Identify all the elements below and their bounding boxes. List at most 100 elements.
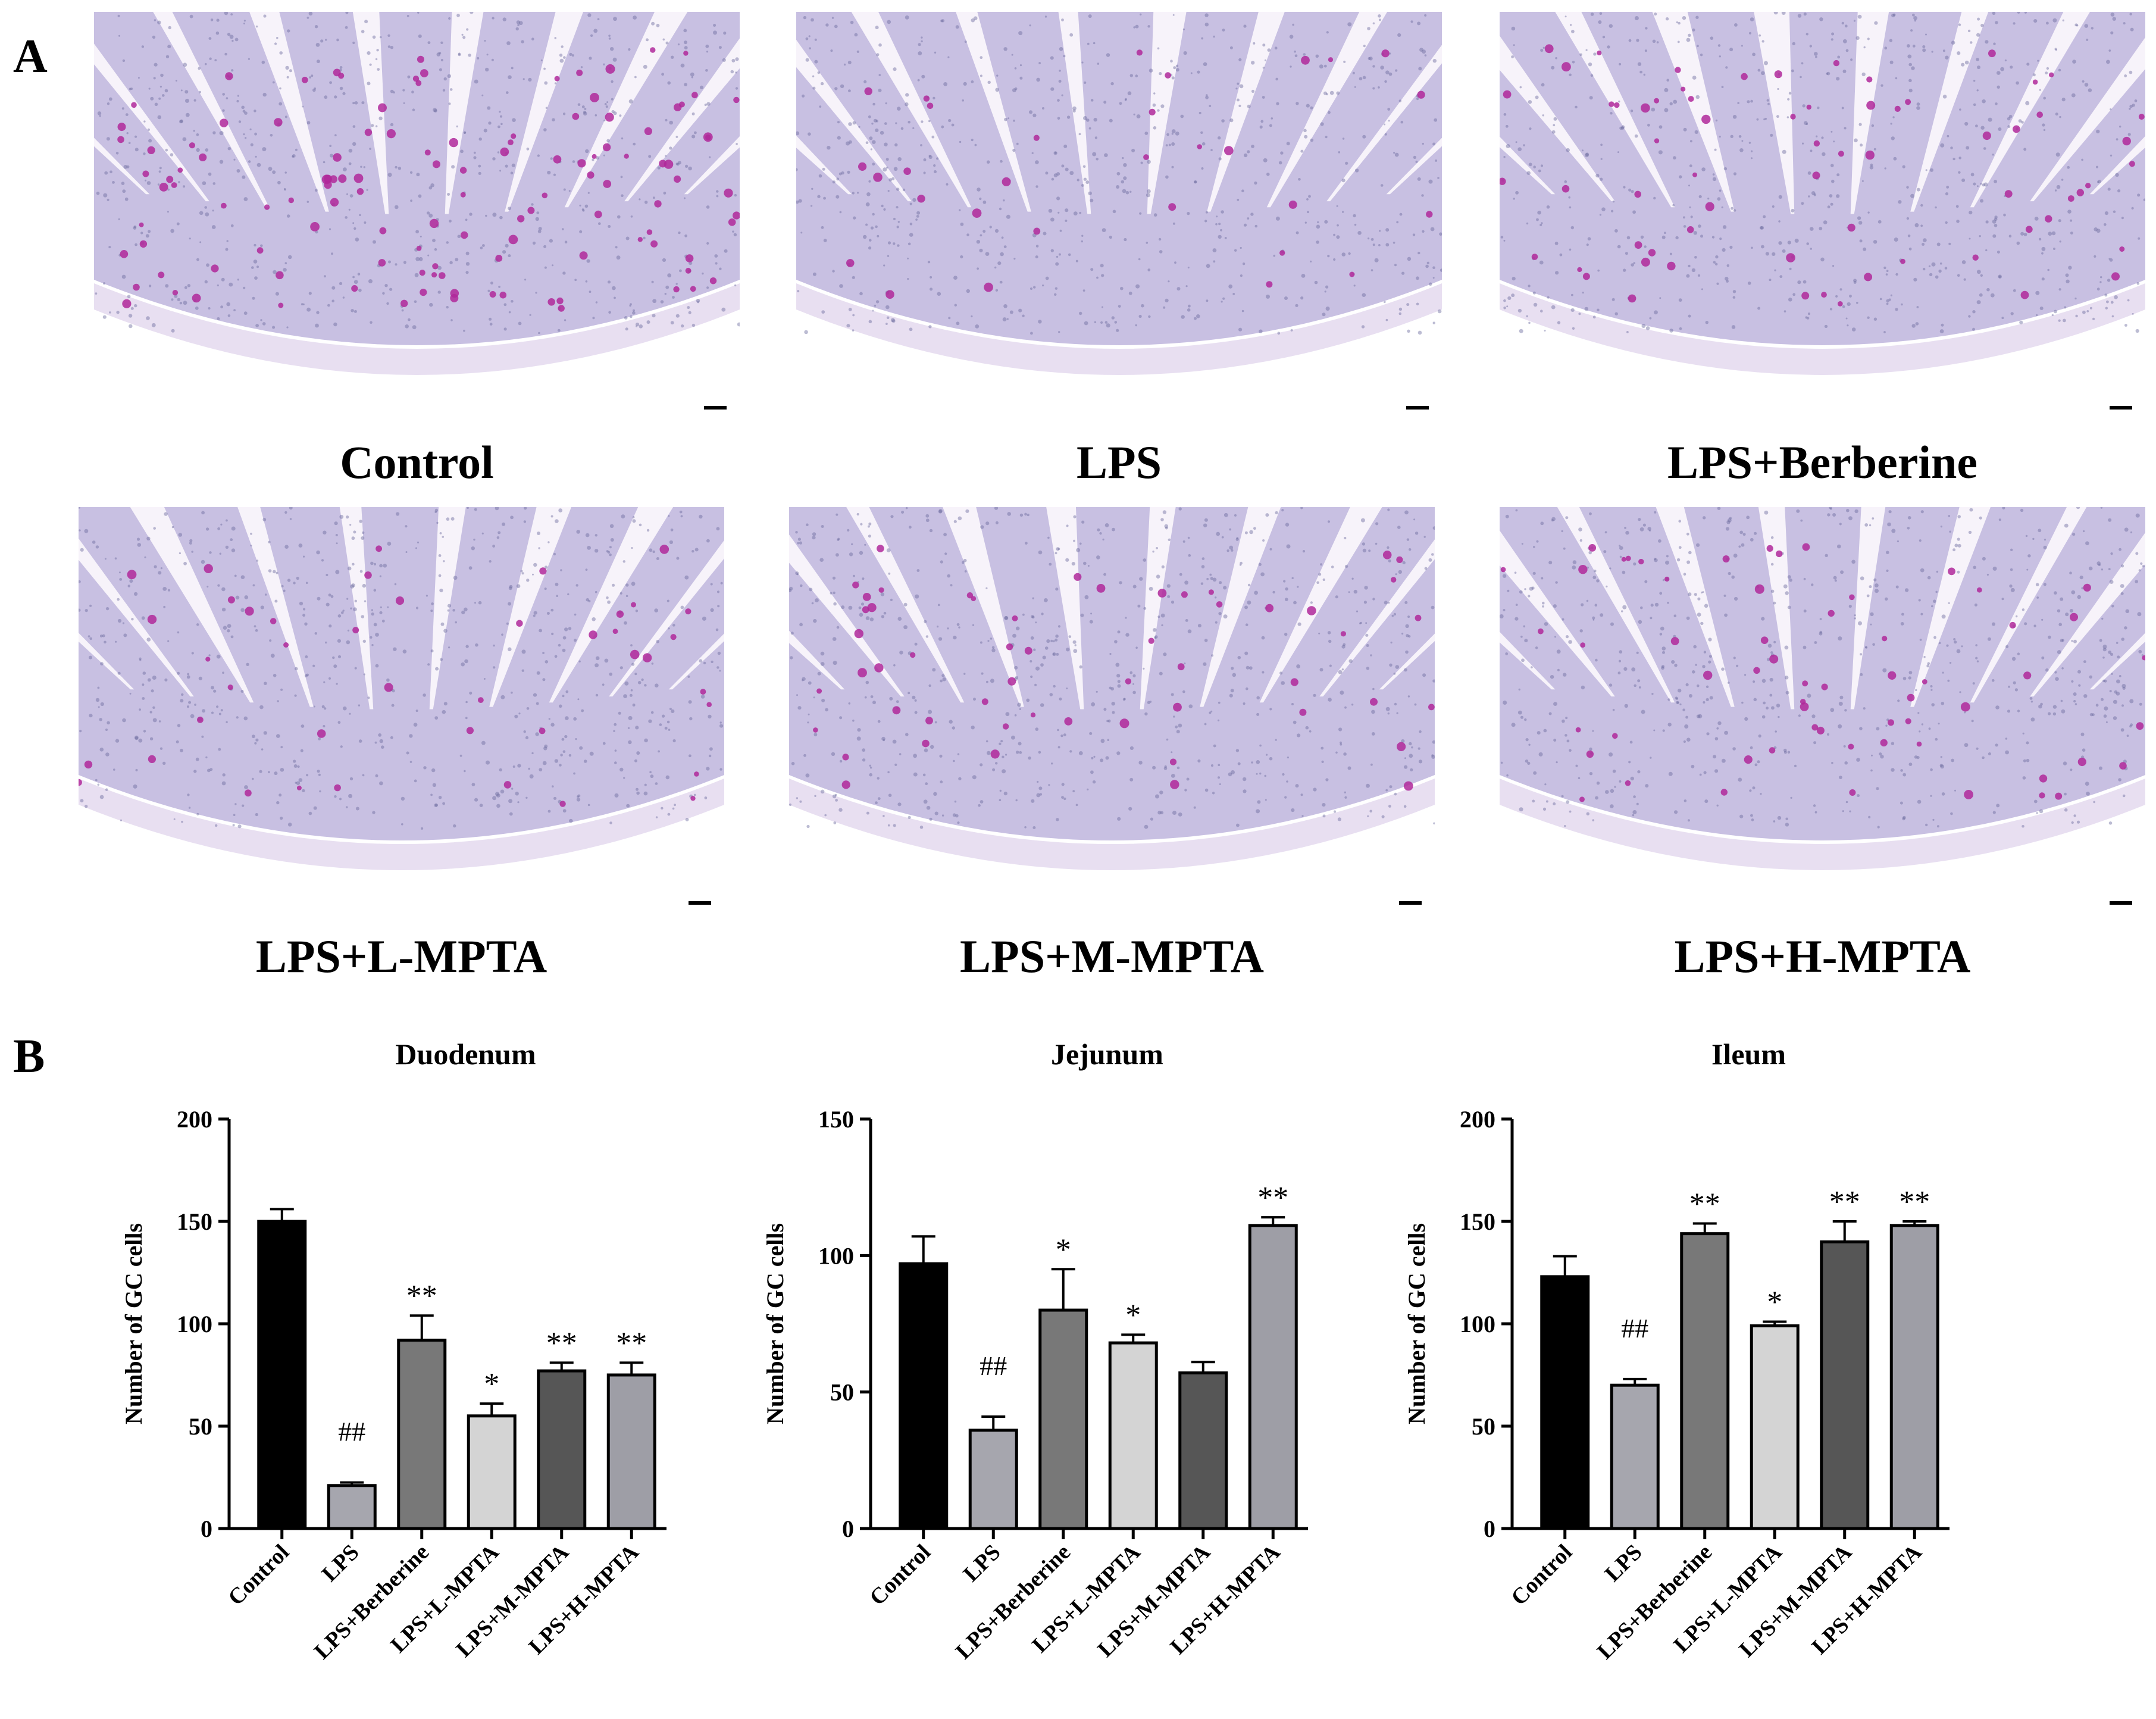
- goblet-cell: [874, 663, 884, 673]
- villus-gap: [943, 507, 1024, 707]
- goblet-cell: [1813, 140, 1820, 147]
- y-axis-label: Number of GC cells: [1403, 1223, 1430, 1424]
- villus-gap: [1970, 12, 2090, 208]
- villus-gap: [1500, 36, 1615, 202]
- bar-lps-m-mpta: [1820, 1240, 1870, 1530]
- bar-lps-l-mpta: [1108, 1341, 1158, 1530]
- goblet-cell: [1290, 678, 1298, 686]
- villus-gap: [796, 39, 912, 202]
- tissue-section: [79, 507, 724, 840]
- goblet-cell: [1821, 292, 1827, 298]
- goblet-cell: [338, 174, 347, 183]
- significance-lps-l-mpta: *: [484, 1367, 499, 1401]
- goblet-cell: [1664, 576, 1670, 582]
- chart-ileum: Ileum Number of GC cells 0 50 100 150 200 Contr…: [1384, 1024, 2086, 1719]
- bar-lps-h-mpta: [1248, 1224, 1298, 1530]
- bar-control: [899, 1262, 949, 1530]
- muscle-layer: [1500, 283, 2145, 375]
- goblet-cell: [1641, 257, 1650, 267]
- goblet-cell: [922, 739, 930, 748]
- y-tick-label: 100: [1460, 1311, 1495, 1337]
- bar-lps-m-mpta: [1178, 1371, 1228, 1530]
- goblet-cell: [642, 653, 652, 662]
- goblet-cell: [673, 286, 680, 293]
- goblet-cell: [1500, 177, 1506, 185]
- goblet-cell: [1301, 55, 1310, 65]
- goblet-cell: [925, 717, 933, 725]
- goblet-cell: [587, 171, 594, 179]
- villus-gap: [1850, 12, 1889, 214]
- goblet-cell: [264, 204, 270, 210]
- goblet-cell: [1165, 72, 1171, 79]
- goblet-cell: [420, 69, 428, 77]
- goblet-cell: [395, 596, 405, 605]
- y-axis-label: Number of GC cells: [120, 1223, 147, 1424]
- goblet-cell: [1396, 556, 1403, 563]
- goblet-cell: [1586, 750, 1594, 758]
- goblet-cell: [1888, 719, 1894, 726]
- goblet-cell: [500, 147, 509, 157]
- goblet-cell: [1208, 589, 1214, 595]
- goblet-cell: [527, 207, 535, 214]
- significance-lps-berberine: **: [1689, 1187, 1720, 1221]
- villus-gap: [429, 507, 466, 710]
- y-axis-label: Number of GC cells: [762, 1223, 788, 1424]
- goblet-cell: [177, 167, 183, 173]
- goblet-cell: [1033, 135, 1040, 141]
- y-tick-label: 50: [1472, 1413, 1495, 1440]
- goblet-cell: [728, 218, 736, 226]
- goblet-cell: [478, 697, 484, 703]
- goblet-cell: [1002, 723, 1009, 730]
- goblet-cell: [1806, 104, 1811, 110]
- goblet-cell: [245, 607, 254, 616]
- goblet-cell: [450, 293, 459, 302]
- goblet-cell: [364, 129, 373, 136]
- goblet-cell: [1628, 294, 1636, 303]
- goblet-cell: [1538, 628, 1544, 635]
- goblet-cell: [1976, 587, 1982, 593]
- goblet-cell: [220, 118, 229, 127]
- scale-bar: [2110, 901, 2132, 905]
- bar-lps: [1610, 1383, 1660, 1530]
- significance-lps: ##: [1621, 1313, 1648, 1343]
- goblet-cell: [1753, 667, 1760, 674]
- goblet-cell: [147, 146, 155, 154]
- caption-lps-berberine: LPS+Berberine: [1667, 436, 1978, 488]
- goblet-cell: [841, 780, 850, 789]
- villus-gap: [1850, 507, 1886, 710]
- goblet-cell: [1801, 292, 1810, 300]
- villus-gap: [1652, 12, 1735, 212]
- goblet-cell: [630, 649, 640, 660]
- caption-lps-l-mpta: LPS+L-MPTA: [255, 930, 547, 982]
- micrograph-lps-l-mpta: [79, 507, 724, 907]
- significance-lps-h-mpta: **: [1257, 1181, 1288, 1215]
- goblet-cell: [691, 92, 698, 99]
- goblet-cell: [148, 755, 156, 763]
- villus-gap: [94, 43, 209, 202]
- goblet-cell: [356, 188, 364, 195]
- goblet-cell: [2119, 246, 2125, 252]
- goblet-cell: [2067, 195, 2074, 202]
- bar-lps-berberine: [397, 1339, 447, 1530]
- villus-gap: [1259, 507, 1382, 703]
- villus-gap: [624, 38, 740, 202]
- goblet-cell: [459, 167, 467, 174]
- goblet-cell: [1838, 151, 1844, 157]
- goblet-cell: [1786, 253, 1795, 262]
- goblet-cell: [84, 760, 93, 769]
- bar-lps-l-mpta: [467, 1414, 517, 1530]
- chart-jejunum: Jejunum Number of GC cells 0 50 100 150 Contro…: [743, 1024, 1445, 1719]
- goblet-cell: [1575, 727, 1581, 733]
- significance-lps-berberine: **: [406, 1279, 437, 1313]
- goblet-cell: [1149, 108, 1156, 115]
- x-tick-label-control: Control: [865, 1540, 935, 1611]
- panel-a-label: A: [13, 30, 48, 83]
- muscle-layer: [789, 779, 1435, 870]
- goblet-cell: [1766, 545, 1773, 552]
- goblet-cell: [553, 155, 562, 164]
- goblet-cell: [117, 136, 124, 143]
- goblet-cell: [419, 270, 425, 276]
- goblet-cell: [885, 290, 894, 299]
- villus-gap: [1500, 530, 1615, 697]
- goblet-cell: [700, 689, 706, 695]
